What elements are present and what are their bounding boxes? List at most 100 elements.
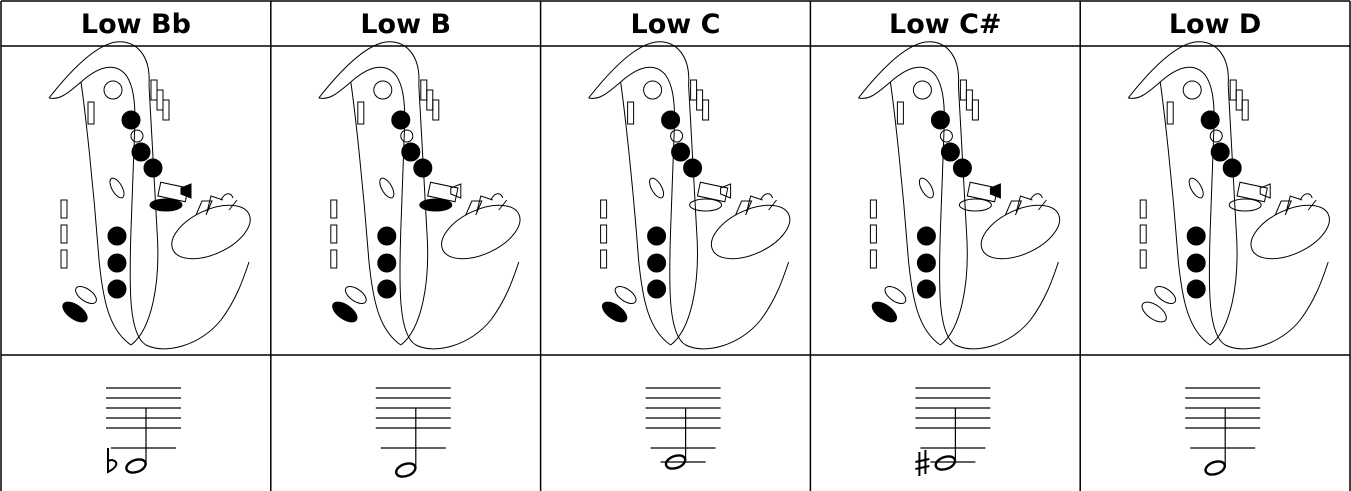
music-staff	[375, 387, 451, 478]
tone-hole-closed	[1186, 279, 1206, 299]
saxophone-diagram	[1127, 41, 1330, 350]
bell-key	[689, 198, 723, 212]
tone-hole-closed	[683, 158, 703, 178]
sax-bell	[980, 204, 1061, 260]
pinky-table	[614, 286, 637, 304]
side-key	[60, 224, 68, 244]
sax-body-left	[620, 81, 671, 346]
side-key	[1235, 89, 1243, 111]
tone-hole-closed	[647, 253, 667, 273]
sax-bell	[710, 204, 791, 260]
side-key	[1241, 99, 1249, 121]
tone-hole-closed	[1200, 110, 1220, 130]
tone-hole-closed	[1210, 142, 1230, 162]
tone-hole-closed	[391, 110, 411, 130]
sharp-sign	[915, 450, 930, 476]
palm-key	[357, 101, 365, 125]
tone-hole-closed	[377, 279, 397, 299]
flat-sign	[107, 448, 118, 474]
sax-body	[858, 41, 1059, 350]
palm-key	[1166, 101, 1174, 125]
low-pinky-key	[332, 301, 358, 323]
side-key	[60, 249, 68, 269]
cs-key	[180, 183, 192, 199]
low-pinky-key	[62, 301, 88, 323]
tone-hole-closed	[916, 253, 936, 273]
palm-key	[896, 101, 904, 125]
saxophone-diagram	[858, 41, 1061, 350]
octave-key	[912, 80, 932, 100]
sax-body-left	[80, 81, 132, 346]
tone-hole-closed	[107, 226, 127, 246]
side-key	[330, 249, 338, 269]
cs-key	[1259, 183, 1271, 199]
side-key	[869, 199, 877, 219]
cs-key	[720, 183, 732, 199]
side-key	[60, 199, 68, 219]
low-key-cluster	[1236, 181, 1268, 203]
side-key	[1229, 79, 1237, 101]
music-staff	[645, 387, 721, 470]
side-key	[959, 79, 967, 101]
side-key	[869, 224, 877, 244]
sax-body	[588, 41, 790, 350]
pinky-table	[75, 286, 97, 304]
side-key	[600, 224, 608, 244]
octave-key	[103, 80, 123, 100]
tone-hole-open	[1209, 129, 1223, 143]
tone-hole-closed	[661, 110, 681, 130]
pinky-table	[1154, 286, 1177, 304]
tone-hole-closed	[401, 142, 421, 162]
tone-hole-closed	[647, 226, 667, 246]
tone-hole-open	[939, 129, 953, 143]
table-key	[918, 177, 934, 199]
low-pinky-key	[601, 301, 628, 323]
music-staff	[106, 387, 181, 474]
tone-hole-closed	[671, 142, 691, 162]
side-key	[1139, 224, 1147, 244]
octave-key	[1182, 80, 1202, 100]
tone-hole-closed	[131, 142, 151, 162]
tone-hole-closed	[647, 279, 667, 299]
music-notes	[1274, 193, 1317, 216]
side-key	[156, 89, 164, 111]
sax-bell	[441, 204, 521, 260]
bell-key	[149, 198, 183, 212]
side-key	[330, 224, 338, 244]
tone-hole-closed	[143, 158, 163, 178]
bell-key	[1228, 198, 1262, 212]
music-notes	[1004, 193, 1047, 216]
table-key	[379, 177, 395, 199]
half-note	[1204, 460, 1227, 476]
sax-body-left	[350, 81, 402, 346]
tone-hole-closed	[916, 226, 936, 246]
tone-hole-closed	[916, 279, 936, 299]
music-notes	[735, 193, 777, 216]
saxophone-diagram	[588, 41, 791, 350]
cs-key	[989, 183, 1001, 199]
tone-hole-closed	[377, 253, 397, 273]
tone-hole-closed	[940, 142, 960, 162]
half-note	[394, 462, 417, 478]
table-key	[1188, 177, 1204, 199]
music-notes	[465, 193, 508, 216]
tone-hole-closed	[952, 158, 972, 178]
side-key	[600, 249, 608, 269]
side-key	[330, 199, 338, 219]
tone-hole-closed	[930, 110, 950, 130]
low-key-cluster	[427, 181, 459, 203]
octave-key	[643, 80, 663, 100]
side-key	[1139, 249, 1147, 269]
side-key	[1139, 199, 1147, 219]
tone-hole-open	[670, 129, 684, 143]
column-header: Low B	[360, 9, 451, 40]
pinky-table	[884, 286, 907, 304]
side-key	[869, 249, 877, 269]
side-key	[150, 79, 158, 101]
side-key	[426, 89, 434, 111]
sax-bell	[1250, 204, 1330, 260]
side-key	[696, 89, 704, 111]
column-header: Low Bb	[81, 9, 191, 40]
